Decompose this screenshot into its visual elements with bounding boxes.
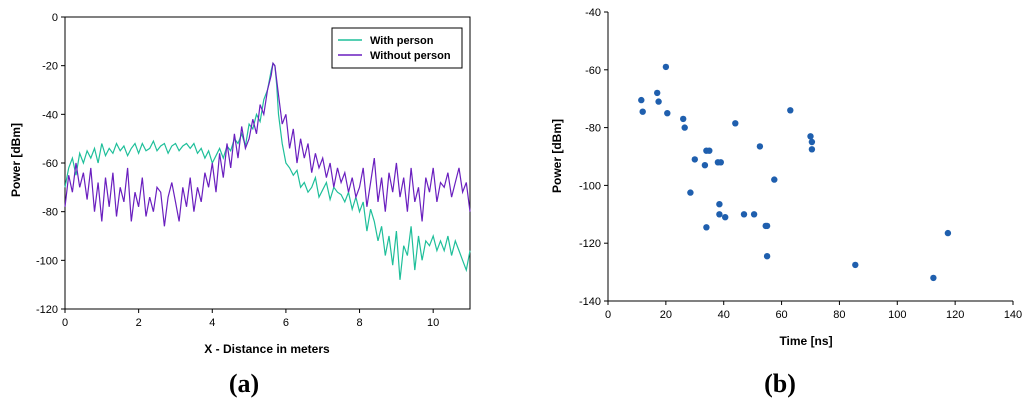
chart-b-data-point (655, 98, 662, 105)
chart-a-y-tick-label: -60 (42, 158, 58, 170)
chart-a-y-tick-label: 0 (52, 12, 58, 24)
chart-b-data-point (703, 224, 710, 231)
chart-a-y-tick-label: -40 (42, 109, 58, 121)
chart-b-data-point (717, 159, 724, 166)
chart-b-data-point (681, 124, 688, 131)
chart-b-y-axis-title: Power [dBm] (550, 119, 564, 193)
chart-b-y-tick-label: -100 (579, 180, 601, 192)
chart-b-y-tick-label: -80 (585, 123, 601, 135)
chart-b-data-point (654, 89, 661, 97)
chart-b-data-point (944, 229, 952, 237)
chart-b-data-point (756, 143, 764, 150)
chart-b-x-tick-label: 140 (1004, 309, 1022, 321)
chart-b-x-axis-title: Time [ns] (779, 334, 832, 348)
chart-b-y-tick-label: -120 (579, 238, 601, 250)
chart-b-x-tick-label: 120 (946, 309, 964, 321)
chart-a-legend-label: Without person (370, 50, 451, 62)
chart-b-data-point (763, 222, 771, 230)
chart-b-data-point (664, 110, 671, 117)
chart-b-plot-area (607, 12, 1013, 302)
chart-b-data-point (852, 261, 859, 269)
chart-a-y-tick-label: -120 (36, 304, 58, 316)
chart-a-legend-label: With person (370, 35, 434, 47)
chart-a: 0 -20 -40 -60 -80 -100 -120 0 2 4 6 8 10 With person… (9, 12, 471, 398)
chart-b-data-point (680, 115, 687, 123)
chart-b-x-tick-label: 80 (833, 309, 845, 321)
chart-a-series (64, 61, 471, 280)
chart-b-data-point (750, 211, 758, 218)
chart-b-panel-label: (b) (764, 369, 796, 398)
chart-b-data-point (740, 211, 748, 218)
chart-a-x-tick-label: 8 (356, 317, 362, 329)
chart-a-x-axis-title: X - Distance in meters (204, 342, 330, 356)
chart-b-y-tick-label: -40 (585, 7, 601, 19)
chart-b-ticks: -40 -60 -80 -100 -120 -140 0 20 40 60 80 100 120 140 (579, 7, 1022, 321)
chart-b-data-point (763, 253, 771, 260)
chart-b-data-point (706, 147, 713, 154)
chart-a-x-tick-label: 0 (62, 317, 68, 329)
chart-a-panel-label: (a) (229, 369, 259, 398)
chart-a-y-tick-label: -20 (42, 61, 58, 73)
chart-b-data-point (722, 214, 729, 221)
chart-a-x-tick-label: 4 (209, 317, 215, 329)
chart-a-x-tick-label: 2 (136, 317, 142, 329)
chart-b-data-point (787, 107, 794, 114)
chart-b-x-tick-label: 100 (888, 309, 906, 321)
chart-a-x-tick-label: 6 (283, 317, 289, 329)
chart-b-y-tick-label: -140 (579, 296, 601, 308)
chart-b-data-point (771, 176, 778, 183)
chart-b-x-tick-label: 0 (605, 309, 611, 321)
chart-b-data-point (807, 133, 814, 140)
chart-a-y-tick-label: -100 (36, 255, 58, 267)
chart-b-data-point (638, 96, 645, 104)
chart-b-data-point (701, 162, 709, 169)
chart-b-x-tick-label: 60 (775, 309, 787, 321)
chart-a-ticks: 0 -20 -40 -60 -80 -100 -120 0 2 4 6 8 10 (36, 12, 439, 329)
chart-a-legend-box (331, 27, 463, 69)
chart-b-data-point (808, 146, 816, 153)
chart-a-x-tick-label: 10 (427, 317, 439, 329)
chart-a-y-tick-label: -80 (42, 207, 58, 219)
chart-a-series-line-with-person (64, 61, 471, 280)
chart-a-y-axis-title: Power [dBm] (9, 123, 23, 197)
chart-b-data-point (691, 156, 698, 163)
chart-b-x-tick-label: 20 (660, 309, 672, 321)
chart-b-data-point (732, 120, 739, 127)
chart-b-data-point (808, 138, 816, 146)
chart-b-data-point (930, 274, 937, 282)
chart-b-x-tick-label: 40 (718, 309, 730, 321)
chart-a-series-line-without-person (64, 61, 471, 227)
chart-b-data-point (687, 189, 694, 196)
chart-a-legend: With person Without person (331, 27, 463, 69)
chart-b-y-tick-label: -60 (585, 65, 601, 77)
chart-b-data-point (716, 201, 723, 208)
chart-b-data-point (639, 108, 646, 115)
chart-b-data-point (716, 211, 723, 218)
chart-b-data-point (662, 63, 670, 71)
chart-b-points (638, 63, 952, 282)
